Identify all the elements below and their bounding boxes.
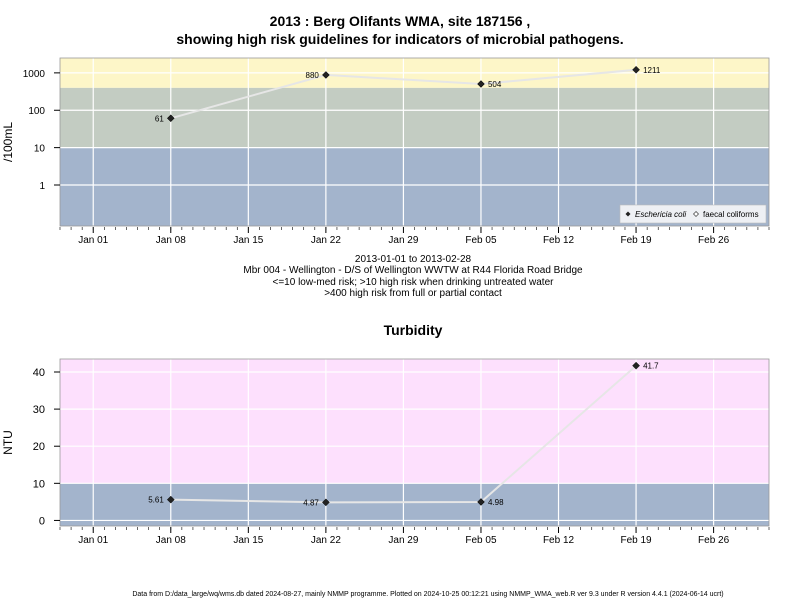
chart2-xtick-label-5: Feb 05: [465, 535, 497, 546]
chart1-ytick-label-3: 1000: [23, 69, 46, 80]
chart2-xtick-label-1: Jan 08: [156, 535, 186, 546]
chart1-frame: [59, 57, 770, 227]
chart1-ytick-label-2: 100: [28, 106, 45, 117]
chart1-legend-marker-1: [693, 211, 699, 217]
chart1-xtick-label-6: Feb 12: [543, 235, 575, 246]
chart1-point-0: [166, 114, 175, 123]
chart1-ytick-label-0: 1: [39, 181, 45, 192]
chart2-point-3: [632, 361, 640, 370]
chart2-ytick-label-3: 30: [33, 404, 45, 416]
chart1-panel: Jan 01 Jan 08 Jan 15 Jan 22 Jan 29 Feb 05 Feb …: [1, 57, 770, 246]
chart1-xtick-label-3: Jan 22: [311, 235, 341, 246]
chart2-frame: [59, 358, 770, 527]
chart2-xtick-label-2: Jan 15: [233, 535, 263, 546]
chart1-legend-marker-0: [625, 211, 631, 217]
chart1-xtick-label-2: Jan 15: [233, 235, 263, 246]
chart2-xtick-label-0: Jan 01: [78, 535, 108, 546]
chart2-band-1: [60, 359, 769, 484]
chart1-point-3: [632, 65, 640, 74]
chart2-series-line: [170, 364, 637, 504]
chart1-data-label-3: 1211: [643, 66, 661, 75]
chart2-xtick-label-3: Jan 22: [311, 535, 341, 546]
chart1-subtitle: showing high risk guidelines for indicat…: [176, 31, 623, 47]
chart1-note-contact-risk: >400 high risk from full or partial cont…: [324, 288, 502, 299]
chart1-data-label-1: 880: [306, 71, 320, 80]
chart1-ylabel: /100mL: [1, 122, 15, 162]
chart1-title: 2013 : Berg Olifants WMA, site 187156 ,: [270, 13, 531, 29]
chart1-legend-box: [619, 204, 767, 224]
chart2-xtick-label-4: Jan 29: [388, 535, 418, 546]
chart2-data-label-2: 4.98: [488, 498, 504, 507]
chart2-ytick-label-2: 20: [33, 441, 45, 453]
chart1-xtick-label-1: Jan 08: [156, 235, 186, 246]
chart1-note-daterange: 2013-01-01 to 2013-02-28: [355, 254, 472, 265]
chart2-point-1: [322, 498, 330, 507]
chart1-data-label-2: 504: [488, 80, 502, 89]
chart2-ytick-label-4: 40: [33, 367, 45, 379]
chart2-data-label-3: 41.7: [643, 362, 659, 371]
chart1-ytick-label-1: 10: [34, 144, 46, 155]
chart1-legend-label-0: Eschericia coli: [635, 210, 686, 219]
chart1-xtick-label-8: Feb 26: [698, 235, 730, 246]
chart1-legend-label-1: faecal coliforms: [703, 210, 759, 219]
chart2-ytick-label-0: 0: [39, 515, 45, 527]
chart2-xtick-label-7: Feb 19: [620, 535, 652, 546]
chart1-band-1: [60, 87, 769, 148]
chart1-xtick-label-4: Jan 29: [388, 235, 418, 246]
chart1-point-2: [477, 80, 485, 88]
chart2-data-label-1: 4.87: [303, 498, 319, 507]
chart2-xtick-label-8: Feb 26: [698, 535, 730, 546]
chart1-note-site: Mbr 004 - Wellington - D/S of Wellington…: [243, 265, 583, 276]
footer-note: Data from D:/data_large/wq/wms.db dated …: [132, 591, 723, 598]
chart2-title: Turbidity: [384, 322, 443, 338]
chart2-xtick-label-6: Feb 12: [543, 535, 575, 546]
chart1-data-label-0: 61: [155, 114, 164, 123]
chart2-panel: Jan 01 Jan 08 Jan 15 Jan 22 Jan 29 Feb 05 Feb …: [1, 358, 770, 546]
chart2-ylabel: NTU: [1, 430, 15, 455]
chart1-point-1: [322, 71, 330, 79]
chart1-xtick-label-7: Feb 19: [620, 235, 652, 246]
chart2-point-0: [166, 495, 175, 504]
chart2-ytick-label-1: 10: [33, 478, 45, 490]
chart2-band-0: [60, 483, 769, 526]
chart2-point-2: [477, 498, 485, 506]
chart1-xtick-label-5: Feb 05: [465, 235, 497, 246]
chart1-xtick-label-0: Jan 01: [78, 235, 108, 246]
chart2-data-label-0: 5.61: [148, 496, 164, 505]
chart1-note-drinking-risk: <=10 low-med risk; >10 high risk when dr…: [273, 277, 555, 288]
chart1-series-line: [170, 68, 637, 120]
